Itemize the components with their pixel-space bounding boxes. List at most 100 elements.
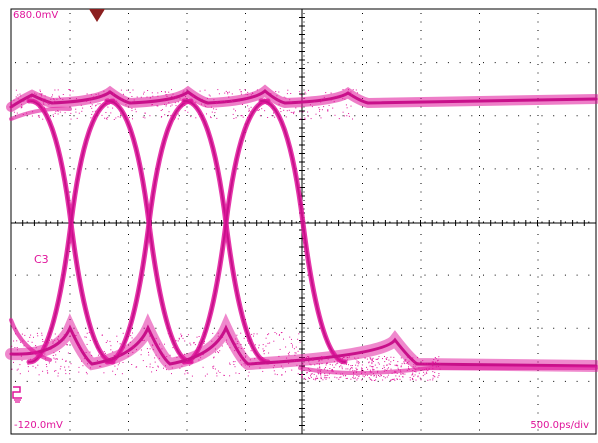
graticule-dot [420, 64, 422, 65]
graticule-dot [186, 47, 188, 48]
noise-dot [404, 363, 406, 365]
graticule-dot [303, 387, 305, 388]
noise-dot [319, 109, 321, 110]
noise-dot [223, 100, 225, 102]
graticule-dot [69, 395, 71, 397]
noise-dot [322, 379, 324, 381]
noise-dot [90, 94, 92, 96]
noise-dot [91, 113, 93, 115]
noise-dot [308, 377, 309, 379]
noise-dot [345, 104, 347, 106]
noise-dot [354, 370, 356, 372]
graticule-dot [260, 168, 262, 170]
graticule-dot [303, 132, 305, 133]
noise-dot [364, 374, 366, 376]
noise-dot [42, 99, 44, 101]
noise-dot [70, 112, 72, 114]
noise-dot [217, 351, 219, 353]
graticule-dot [362, 72, 363, 74]
graticule-dot [26, 327, 28, 329]
noise-dot [184, 340, 186, 342]
noise-dot [69, 90, 71, 92]
noise-dot [199, 90, 201, 92]
noise-dot [239, 353, 241, 355]
graticule-dot [303, 268, 305, 269]
noise-dot [240, 91, 242, 93]
graticule-dot [260, 62, 262, 64]
noise-dot [348, 364, 349, 366]
graticule-dot [420, 13, 422, 14]
noise-dot [354, 357, 356, 359]
noise-dot [60, 365, 62, 367]
noise-dot [409, 379, 411, 381]
noise-dot [337, 362, 339, 364]
noise-dot [357, 361, 359, 363]
noise-dot [53, 116, 54, 117]
noise-dot [131, 101, 133, 103]
noise-dot [325, 377, 327, 379]
noise-dot [233, 108, 235, 110]
noise-dot [146, 366, 148, 368]
noise-dot [310, 375, 311, 377]
graticule-dot [447, 327, 449, 329]
noise-dot [105, 112, 107, 113]
graticule-dot [128, 208, 129, 210]
noise-dot [342, 362, 344, 364]
noise-dot [201, 118, 203, 120]
graticule-dot [186, 38, 188, 40]
noise-dot [116, 335, 118, 337]
noise-dot [249, 366, 250, 368]
graticule-dot [85, 221, 87, 223]
graticule-dot [537, 81, 539, 82]
noise-dot [210, 117, 212, 119]
graticule-dot [272, 221, 274, 223]
graticule-dot [73, 168, 75, 170]
noise-dot [214, 112, 216, 114]
noise-dot [48, 334, 50, 336]
graticule-dot [537, 191, 539, 193]
graticule-dot [576, 221, 578, 223]
graticule-dot [128, 242, 129, 244]
noise-dot [244, 364, 246, 366]
noise-dot [357, 377, 359, 379]
noise-dot [16, 349, 18, 351]
noise-dot [307, 367, 309, 369]
graticule-dot [537, 21, 539, 23]
noise-dot [164, 103, 165, 105]
graticule-dot [342, 115, 344, 117]
graticule-dot [420, 183, 422, 184]
noise-dot [59, 351, 60, 353]
graticule-dot [132, 115, 133, 117]
noise-dot [402, 373, 404, 375]
graticule-dot [342, 380, 344, 382]
noise-dot [320, 374, 322, 376]
graticule-dot [479, 55, 480, 57]
ground-reference-icon[interactable] [12, 386, 24, 404]
noise-dot [404, 359, 406, 361]
noise-dot [64, 369, 66, 371]
graticule-dot [447, 168, 449, 170]
graticule-dot [479, 395, 480, 397]
noise-dot [22, 340, 24, 342]
noise-dot [103, 351, 105, 353]
graticule-dot [15, 221, 16, 223]
noise-dot [248, 342, 249, 344]
graticule-dot [588, 274, 590, 276]
graticule-dot [303, 276, 305, 278]
noise-dot [38, 349, 40, 351]
noise-dot [385, 370, 387, 371]
noise-dot [399, 378, 401, 380]
graticule-dot [537, 395, 539, 397]
graticule-dot [128, 251, 129, 252]
noise-dot [414, 365, 416, 367]
graticule-dot [354, 327, 356, 329]
graticule-dot [143, 168, 145, 170]
trigger-position-icon[interactable] [89, 9, 105, 22]
graticule-dot [389, 168, 391, 170]
noise-dot [91, 107, 93, 109]
noise-dot [314, 379, 316, 381]
graticule-dot [186, 251, 188, 252]
noise-dot [168, 111, 170, 113]
graticule-dot [26, 62, 28, 64]
noise-dot [78, 345, 80, 347]
